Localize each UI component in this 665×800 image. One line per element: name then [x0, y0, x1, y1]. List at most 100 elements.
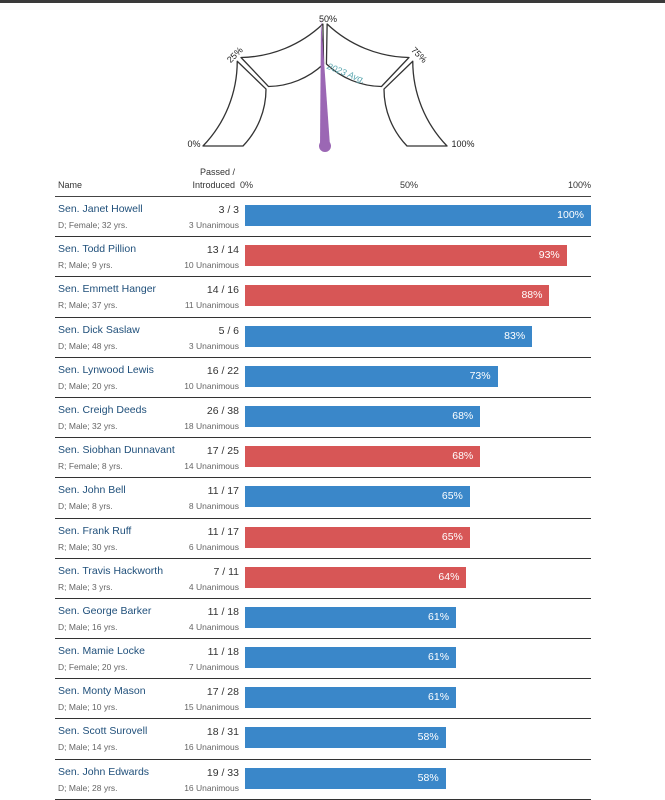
passed-introduced-ratio: 11 / 18 — [207, 646, 239, 659]
senator-name[interactable]: Sen. John Bell — [58, 484, 126, 497]
pass-rate-bar: 73% — [245, 365, 498, 387]
senator-name[interactable]: Sen. Travis Hackworth — [58, 564, 164, 577]
pass-rate-bar: 58% — [245, 727, 446, 749]
senator-details: D; Male; 20 yrs. — [58, 380, 118, 391]
passed-introduced-ratio: 11 / 17 — [207, 525, 239, 538]
passed-introduced-ratio: 13 / 14 — [206, 244, 239, 257]
passed-introduced-ratio: 11 / 18 — [207, 605, 239, 618]
pass-rate-label: 88% — [521, 289, 543, 302]
table-row: Sen. George Barker D; Male; 16 yrs. 11 / 1… — [55, 599, 591, 640]
senator-details: R; Male; 37 yrs. — [58, 300, 118, 311]
pass-rate-bar: 61% — [245, 687, 457, 709]
passed-introduced-ratio: 18 / 31 — [206, 726, 239, 739]
pass-rate-label: 68% — [452, 450, 474, 463]
pass-rate-label: 100% — [557, 209, 584, 221]
pass-rate-label: 65% — [441, 530, 463, 543]
senator-name[interactable]: Sen. Frank Ruff — [58, 524, 132, 537]
top-border — [0, 0, 665, 3]
table-row: Sen. Frank Ruff R; Male; 30 yrs. 11 / 17 6 … — [55, 519, 591, 559]
unanimous-count: 18 Unanimous — [184, 420, 239, 431]
unanimous-count: 16 Unanimous — [184, 742, 239, 753]
senator-name[interactable]: Sen. Scott Surovell — [58, 725, 148, 738]
unanimous-count: 15 Unanimous — [184, 702, 239, 713]
axis-tick-0: 0% — [240, 180, 254, 190]
pass-rate-label: 68% — [452, 409, 474, 422]
table-row: Sen. Siobhan Dunnavant R; Female; 8 yrs. 1… — [55, 438, 591, 479]
senator-details: D; Male; 48 yrs. — [58, 340, 118, 351]
pass-rate-label: 93% — [538, 249, 560, 262]
senator-details: R; Female; 8 yrs. — [58, 461, 123, 472]
header-name: Name — [58, 180, 83, 190]
gauge-needle — [320, 18, 330, 147]
gauge-segment-2 — [240, 23, 325, 88]
senator-details: D; Male; 16 yrs. — [58, 621, 118, 632]
gauge-tick-label: 50% — [319, 14, 337, 24]
senator-name[interactable]: Sen. Lynwood Lewis — [58, 363, 154, 376]
senator-details: R; Male; 30 yrs. — [58, 541, 118, 552]
senator-details: R; Male; 3 yrs. — [58, 581, 113, 592]
pass-rate-bar: 68% — [245, 405, 481, 427]
pass-rate-bar: 61% — [245, 647, 457, 669]
senator-name[interactable]: Sen. Monty Mason — [58, 685, 146, 698]
senator-name[interactable]: Sen. John Edwards — [58, 765, 150, 778]
senator-name[interactable]: Sen. Dick Saslaw — [58, 323, 140, 336]
pass-rate-label: 58% — [417, 771, 439, 784]
pass-rate-label: 64% — [438, 570, 460, 583]
unanimous-count: 3 Unanimous — [188, 220, 239, 230]
senator-details: R; Male; 9 yrs. — [58, 260, 113, 271]
gauge-segment-4 — [383, 60, 448, 147]
pass-rate-label: 83% — [504, 329, 526, 342]
senator-name[interactable]: Sen. Siobhan Dunnavant — [58, 444, 175, 457]
passed-introduced-ratio: 7 / 11 — [213, 565, 240, 578]
senator-details: D; Male; 10 yrs. — [58, 702, 118, 713]
gauge-tick-label: 100% — [451, 139, 474, 149]
senator-name[interactable]: Sen. Mamie Locke — [58, 645, 145, 658]
table-row: Sen. Lynwood Lewis D; Male; 20 yrs. 16 / 2… — [55, 358, 591, 398]
unanimous-count: 8 Unanimous — [188, 501, 239, 512]
senator-name[interactable]: Sen. Todd Pillion — [58, 243, 137, 256]
senator-table: Sen. Janet Howell D; Female; 32 yrs. 3 / 3… — [55, 196, 591, 800]
senator-details: D; Male; 14 yrs. — [58, 742, 118, 753]
gauge-tick-label: 25% — [225, 45, 245, 65]
axis-tick-100: 100% — [568, 180, 592, 190]
table-row: Sen. Creigh Deeds D; Male; 32 yrs. 26 / 38… — [55, 398, 591, 439]
pass-rate-bar: 58% — [245, 767, 446, 789]
passed-introduced-ratio: 5 / 6 — [218, 324, 239, 337]
senator-name[interactable]: Sen. George Barker — [58, 604, 152, 617]
pass-rate-bar: 61% — [245, 606, 457, 628]
passed-introduced-ratio: 3 / 3 — [218, 204, 239, 216]
unanimous-count: 3 Unanimous — [188, 340, 239, 351]
senator-details: D; Male; 32 yrs. — [58, 420, 118, 431]
unanimous-count: 11 Unanimous — [184, 300, 239, 311]
senator-name[interactable]: Sen. Creigh Deeds — [58, 403, 147, 416]
header-passed: Passed / — [199, 167, 235, 177]
pass-rate-label: 73% — [469, 369, 491, 382]
senator-name[interactable]: Sen. Janet Howell — [58, 203, 143, 215]
passed-introduced-ratio: 17 / 28 — [206, 686, 239, 699]
header-introduced: Introduced — [192, 180, 235, 190]
gauge-segment-3 — [325, 23, 410, 88]
pass-rate-bar: 68% — [245, 446, 481, 468]
pass-rate-label: 65% — [441, 490, 463, 503]
senator-name[interactable]: Sen. Emmett Hanger — [58, 283, 157, 296]
pass-rate-bar: 65% — [245, 486, 470, 508]
unanimous-count: 16 Unanimous — [184, 782, 239, 793]
unanimous-count: 4 Unanimous — [188, 621, 239, 632]
senator-details: D; Male; 28 yrs. — [58, 782, 118, 793]
table-row: Sen. Monty Mason D; Male; 10 yrs. 17 / 28 1… — [55, 679, 591, 720]
table-row: Sen. Janet Howell D; Female; 32 yrs. 3 / 3… — [55, 196, 591, 238]
unanimous-count: 4 Unanimous — [188, 581, 239, 592]
senator-details: D; Female; 32 yrs. — [58, 220, 128, 230]
senator-details: D; Male; 8 yrs. — [58, 501, 113, 512]
pass-rate-bar: 64% — [245, 566, 467, 588]
unanimous-count: 7 Unanimous — [188, 662, 239, 673]
passed-introduced-ratio: 16 / 22 — [206, 364, 239, 377]
pass-rate-bar: 93% — [245, 245, 567, 267]
passed-introduced-ratio: 14 / 16 — [206, 284, 239, 297]
unanimous-count: 10 Unanimous — [184, 380, 239, 391]
passed-introduced-ratio: 19 / 33 — [206, 766, 239, 779]
table-row: Sen. Scott Surovell D; Male; 14 yrs. 18 / … — [55, 719, 591, 760]
header-passed-introduced: Passed / Introduced — [183, 166, 235, 192]
pass-rate-label: 61% — [428, 651, 450, 664]
passed-introduced-ratio: 17 / 25 — [206, 445, 239, 458]
